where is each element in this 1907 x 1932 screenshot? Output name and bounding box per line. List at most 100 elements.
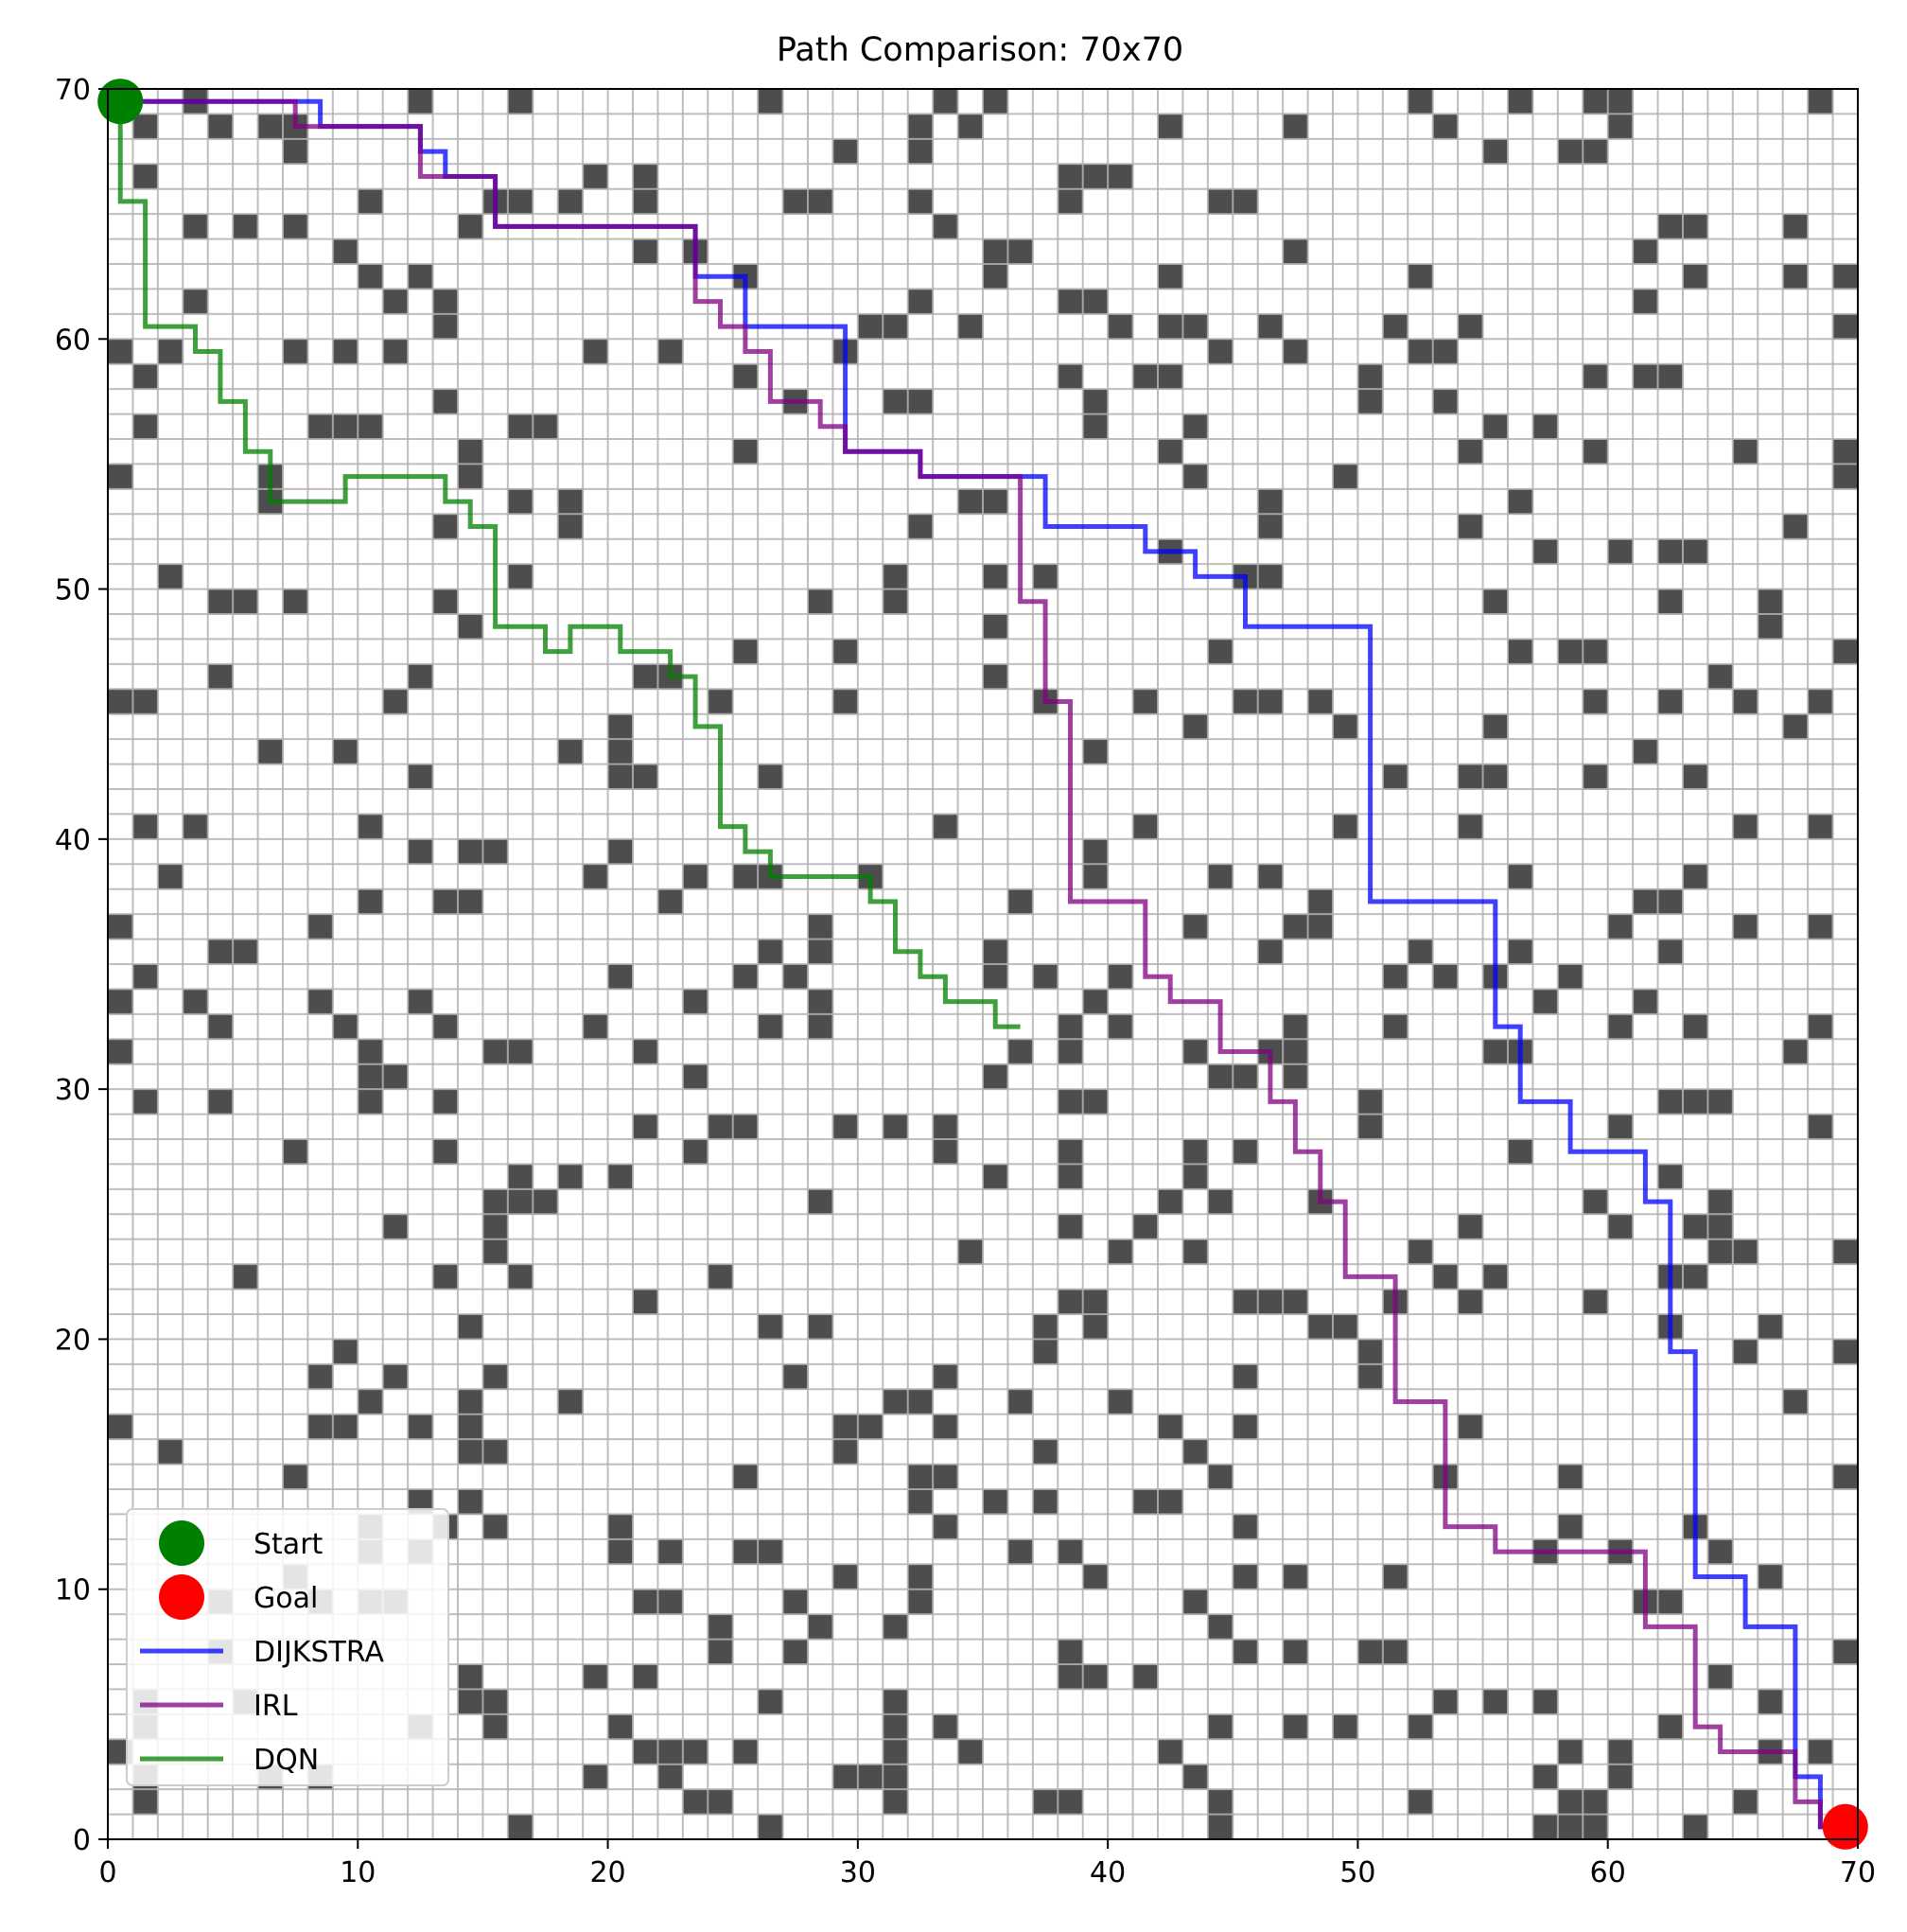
obstacle-cell	[1382, 1564, 1408, 1590]
obstacle-cell	[358, 1089, 384, 1115]
obstacle-cell	[408, 264, 434, 290]
obstacle-cell	[1058, 1013, 1084, 1040]
obstacle-cell	[983, 614, 1008, 640]
obstacle-cell	[933, 89, 959, 114]
obstacle-cell	[1583, 764, 1609, 790]
obstacle-cell	[933, 1713, 959, 1740]
obstacle-cell	[1257, 514, 1284, 540]
obstacle-cell	[1408, 1789, 1434, 1816]
obstacle-cell	[1508, 488, 1533, 515]
obstacle-cell	[1408, 339, 1434, 365]
obstacle-cell	[1158, 439, 1183, 465]
obstacle-cell	[408, 89, 434, 114]
obstacle-cell	[1257, 939, 1284, 965]
obstacle-cell	[507, 1264, 534, 1291]
obstacle-cell	[358, 413, 384, 440]
obstacle-cell	[1732, 689, 1758, 715]
obstacle-cell	[157, 864, 184, 890]
obstacle-cell	[607, 1514, 634, 1540]
obstacle-cell	[1082, 1564, 1109, 1590]
obstacle-cell	[1082, 389, 1109, 415]
obstacle-cell	[1357, 1639, 1384, 1665]
obstacle-cell	[1058, 1789, 1084, 1816]
obstacle-cell	[1482, 764, 1509, 790]
obstacle-cell	[808, 1614, 833, 1641]
obstacle-cell	[108, 914, 133, 940]
obstacle-cell	[1082, 989, 1109, 1015]
obstacle-cell	[1808, 1013, 1834, 1040]
obstacle-cell	[1607, 1739, 1634, 1765]
obstacle-cell	[907, 389, 934, 415]
obstacle-cell	[883, 1713, 909, 1740]
legend-item-dijkstra: DIJKSTRA	[140, 1636, 384, 1669]
obstacle-cell	[482, 1363, 509, 1390]
x-tick-label: 40	[1090, 1856, 1126, 1889]
obstacle-cell	[458, 1664, 483, 1690]
legend: Start Goal DIJKSTRA IRL DQN	[126, 1508, 449, 1786]
obstacle-cell	[1458, 764, 1484, 790]
obstacle-cell	[557, 514, 584, 540]
obstacle-cell	[458, 439, 483, 465]
obstacle-cell	[1557, 1739, 1583, 1765]
obstacle-cell	[332, 739, 359, 765]
obstacle-cell	[482, 838, 509, 865]
obstacle-cell	[1182, 1439, 1209, 1466]
obstacle-cell	[1108, 1389, 1134, 1415]
x-tick-label: 20	[589, 1856, 625, 1889]
obstacle-cell	[1108, 313, 1134, 340]
obstacle-cell	[1132, 689, 1159, 715]
obstacle-cell	[1182, 464, 1209, 490]
obstacle-cell	[132, 114, 159, 140]
obstacle-cell	[832, 639, 859, 665]
y-tick-label: 0	[73, 1824, 91, 1857]
obstacle-cell	[1333, 1314, 1358, 1340]
obstacle-cell	[458, 838, 483, 865]
obstacle-cell	[1557, 1464, 1583, 1490]
obstacle-cell	[1207, 1464, 1233, 1490]
obstacle-cell	[682, 1063, 709, 1090]
obstacle-cell	[633, 238, 658, 265]
obstacle-cell	[507, 1188, 534, 1215]
obstacle-cell	[758, 1689, 784, 1715]
obstacle-cell	[1257, 564, 1284, 590]
obstacle-cell	[1758, 1564, 1784, 1590]
legend-label: DQN	[254, 1744, 319, 1777]
obstacle-cell	[1557, 1814, 1583, 1840]
obstacle-cell	[1707, 1664, 1734, 1690]
obstacle-cell	[1233, 1414, 1259, 1440]
legend-item-start: Start	[159, 1520, 324, 1566]
obstacle-cell	[1233, 1514, 1259, 1540]
obstacle-cell	[1782, 514, 1809, 540]
obstacle-cell	[758, 1013, 784, 1040]
obstacle-cell	[307, 413, 334, 440]
obstacle-cell	[1657, 1164, 1684, 1190]
obstacle-cell	[1458, 1289, 1484, 1315]
obstacle-cell	[432, 888, 459, 915]
obstacle-cell	[1808, 89, 1834, 114]
obstacle-cell	[1182, 1764, 1209, 1790]
obstacle-cell	[1732, 1339, 1758, 1365]
obstacle-cell	[1758, 588, 1784, 615]
obstacle-cell	[782, 188, 809, 215]
obstacle-cell	[1032, 1339, 1058, 1365]
obstacle-cell	[132, 689, 159, 715]
obstacle-cell	[1583, 363, 1609, 390]
obstacle-cell	[1257, 313, 1284, 340]
obstacle-cell	[983, 89, 1008, 114]
obstacle-cell	[1508, 89, 1533, 114]
obstacle-cell	[1408, 1238, 1434, 1265]
obstacle-cell	[983, 564, 1008, 590]
x-tick-label: 60	[1590, 1856, 1626, 1889]
obstacle-cell	[1657, 1589, 1684, 1615]
obstacle-cell	[857, 1414, 884, 1440]
obstacle-cell	[1382, 964, 1408, 990]
obstacle-cell	[382, 689, 409, 715]
legend-label: Start	[254, 1528, 324, 1561]
obstacle-cell	[408, 838, 434, 865]
obstacle-cell	[782, 1363, 809, 1390]
obstacle-cell	[458, 888, 483, 915]
obstacle-cell	[1257, 864, 1284, 890]
obstacle-cell	[682, 1789, 709, 1816]
obstacle-cell	[1482, 588, 1509, 615]
